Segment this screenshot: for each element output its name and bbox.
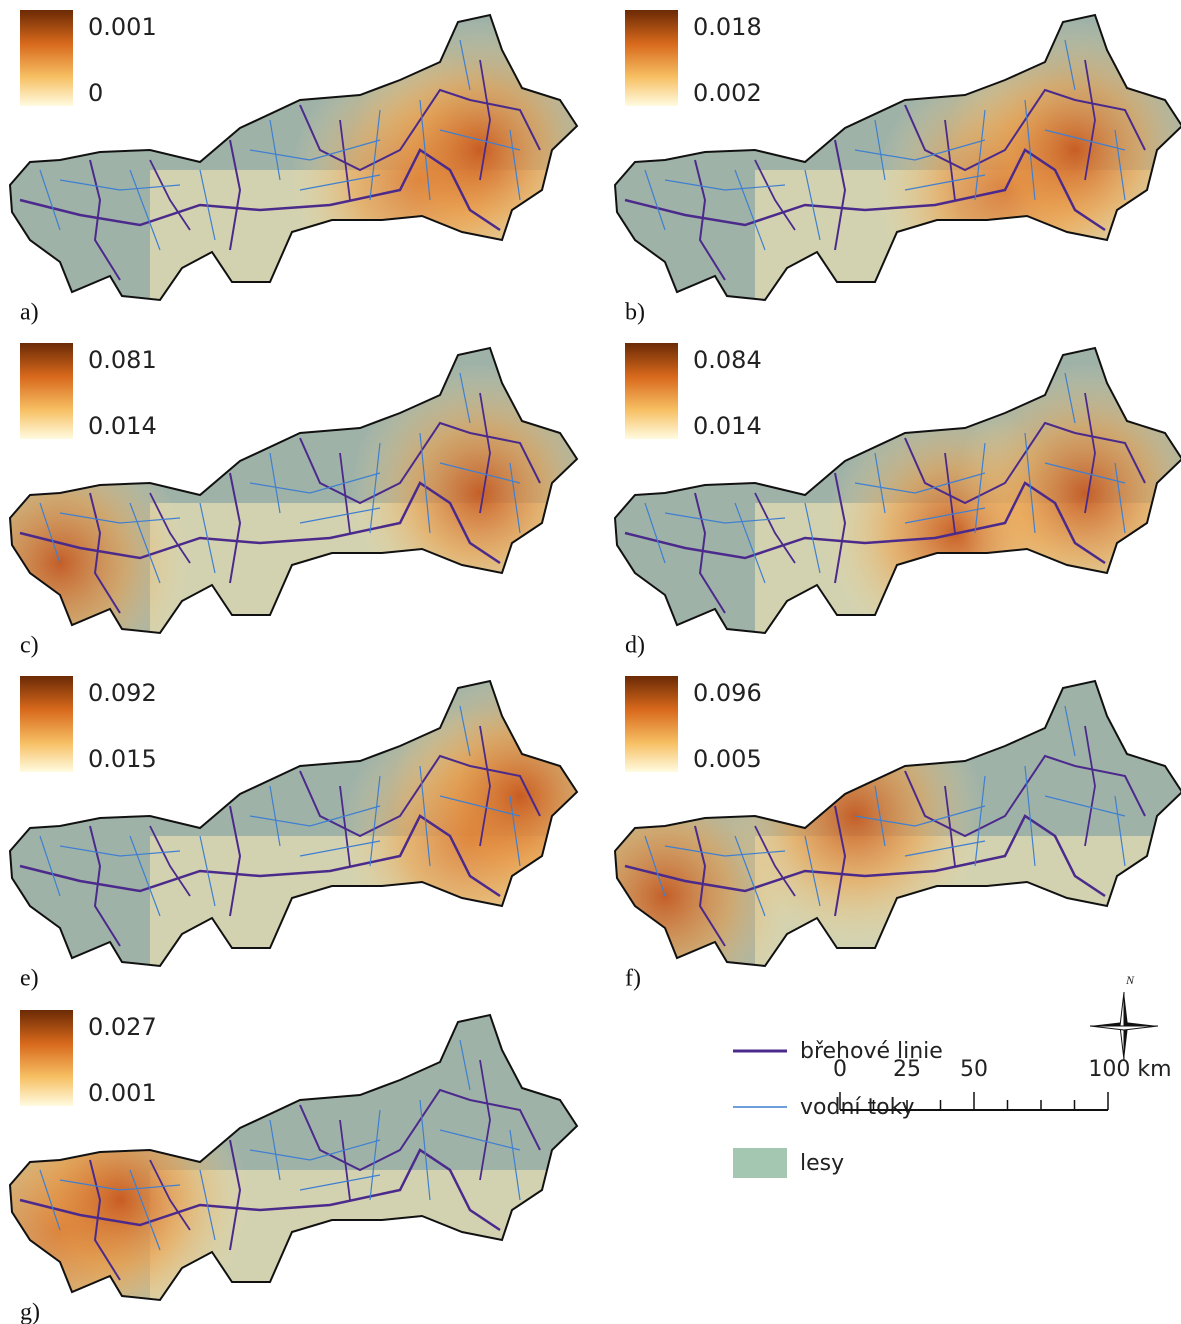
panels: 0.0010a)0.0180.002b)0.0810.014c)0.0840.0… (0, 0, 1181, 1324)
panel-label: c) (20, 633, 39, 659)
panel-label: b) (625, 300, 645, 326)
panel-label: e) (20, 966, 39, 992)
ramp-max: 0.018 (693, 13, 762, 41)
panel-label: d) (625, 633, 645, 659)
ramp-max: 0.081 (88, 346, 157, 374)
map-panel: 0.084 0.014 d) (605, 333, 1181, 659)
color-ramp (20, 676, 73, 772)
scale-label: 100 km (1088, 1057, 1171, 1082)
figure: 0.0010a)0.0180.002b)0.0810.014c)0.0840.0… (0, 0, 1181, 1324)
value-surface (605, 333, 1181, 653)
map-panel: 0.092 0.015 e) (0, 666, 590, 992)
page: {"panels": [ {"label": "a)", "max": "0.0… (0, 0, 1181, 1324)
panel-label: g) (20, 1300, 40, 1324)
legend-label: břehové linie (800, 1039, 943, 1064)
ramp-min: 0.014 (693, 412, 762, 440)
ramp-max: 0.092 (88, 679, 157, 707)
map (605, 666, 1181, 986)
value-surface (605, 0, 1181, 320)
map-panel: 0.018 0.002 b) (605, 0, 1181, 326)
ramp-min: 0 (88, 79, 103, 107)
scale-label: 0 (833, 1057, 847, 1082)
panel-label: f) (625, 966, 641, 992)
map-panel: 0.081 0.014 c) (0, 333, 590, 659)
ramp-min: 0.002 (693, 79, 762, 107)
legend-label: vodní toky (800, 1095, 915, 1120)
color-ramp (20, 1010, 73, 1106)
ramp-min: 0.005 (693, 745, 762, 773)
map-panel: 0.001 0 a) (0, 0, 590, 326)
ramp-min: 0.014 (88, 412, 157, 440)
map-panel: 0.096 0.005 f) (605, 666, 1181, 992)
ramp-max: 0.096 (693, 679, 762, 707)
map (605, 333, 1181, 653)
legend-label: lesy (800, 1151, 844, 1176)
color-ramp (625, 343, 678, 439)
ramp-max: 0.001 (88, 13, 157, 41)
panel-label: a) (20, 300, 39, 326)
scale-label: 50 (960, 1057, 988, 1082)
legend-swatch-forest (733, 1148, 787, 1178)
north-arrow: N (1090, 973, 1158, 1060)
ramp-max: 0.027 (88, 1013, 157, 1041)
north-label: N (1125, 973, 1135, 987)
value-surface (605, 666, 1181, 986)
color-ramp (625, 676, 678, 772)
map-panel: 0.027 0.001 g) (0, 1000, 590, 1324)
ramp-min: 0.015 (88, 745, 157, 773)
map (605, 0, 1181, 320)
ramp-min: 0.001 (88, 1079, 157, 1107)
scale-label: 25 (893, 1057, 921, 1082)
ramp-max: 0.084 (693, 346, 762, 374)
color-ramp (625, 10, 678, 106)
color-ramp (20, 10, 73, 106)
color-ramp (20, 343, 73, 439)
